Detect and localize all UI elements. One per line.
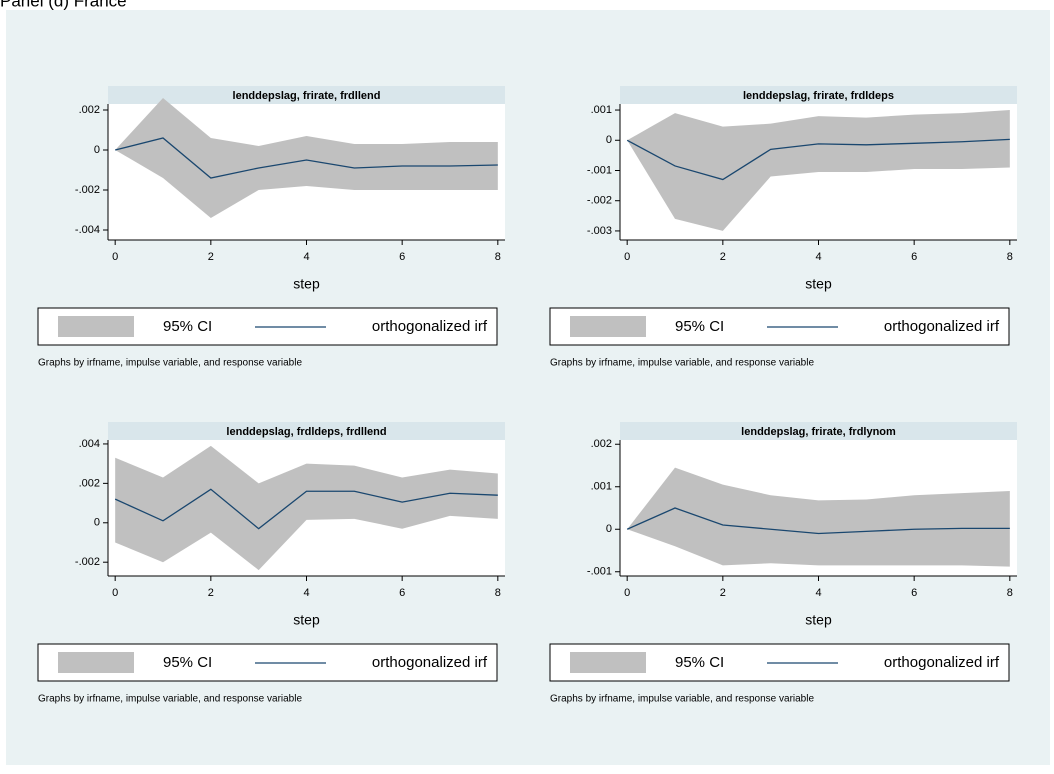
legend-swatch: [58, 652, 134, 673]
irf-line: [114, 488, 498, 530]
y-tick-label: .004: [79, 438, 100, 450]
y-tick-label: 0: [94, 517, 100, 529]
y-tick-label: .002: [79, 104, 100, 116]
irf-line: [626, 138, 1010, 181]
panel-title: lenddepslag, frirate, frdlynom: [741, 426, 896, 438]
panel-title: lenddepslag, frirate, frdllend: [233, 90, 381, 102]
x-tick-label: 0: [624, 251, 630, 263]
x-tick-label: 4: [303, 251, 309, 263]
x-tick-label: 6: [399, 587, 405, 599]
x-tick-label: 8: [495, 587, 501, 599]
x-tick-label: 4: [303, 587, 309, 599]
x-axis-title: step: [805, 276, 832, 292]
note: Graphs by irfname, impulse variable, and…: [550, 358, 814, 369]
legend-swatch: [570, 316, 646, 337]
y-tick-label: .001: [591, 104, 612, 116]
legend-label: 95% CI: [163, 318, 212, 335]
y-tick-label: .001: [591, 481, 612, 493]
y-tick-label: -.004: [75, 224, 100, 236]
irf-line: [626, 507, 1010, 535]
x-axis-title: step: [293, 612, 320, 628]
y-tick-label: -.003: [587, 225, 612, 237]
y-tick-label: .002: [591, 438, 612, 450]
x-tick-label: 6: [911, 251, 917, 263]
y-tick-label: -.002: [75, 556, 100, 568]
irf-line: [115, 137, 498, 179]
y-tick-label: 0: [606, 523, 612, 535]
y-tick-label: -.002: [587, 195, 612, 207]
x-tick-label: 2: [208, 251, 214, 263]
title-band: [108, 86, 505, 104]
note: Graphs by irfname, impulse variable, and…: [38, 694, 302, 705]
ci-band: [115, 98, 498, 218]
legend-label: orthogonalized irf: [884, 318, 1000, 335]
y-tick-label: 0: [606, 134, 612, 146]
x-tick-label: 0: [112, 251, 118, 263]
legend-swatch: [58, 316, 134, 337]
x-tick-label: 8: [1007, 251, 1013, 263]
x-axis-title: step: [293, 276, 320, 292]
ci-band: [627, 110, 1010, 231]
x-tick-label: 0: [624, 587, 630, 599]
x-tick-label: 2: [208, 587, 214, 599]
legend-label: 95% CI: [675, 318, 724, 335]
x-tick-label: 4: [815, 251, 821, 263]
title-band: [620, 422, 1017, 440]
x-tick-label: 2: [720, 251, 726, 263]
ci-band: [115, 445, 498, 571]
legend-swatch: [570, 652, 646, 673]
note: Graphs by irfname, impulse variable, and…: [38, 358, 302, 369]
heading: Panel (d) France: [0, 0, 127, 10]
title-band: [620, 86, 1017, 104]
legend-label: orthogonalized irf: [884, 654, 1000, 671]
y-tick-label: -.002: [75, 184, 100, 196]
y-tick-label: -.001: [587, 164, 612, 176]
title-band: [108, 422, 505, 440]
ci-band: [627, 467, 1010, 567]
x-tick-label: 4: [815, 587, 821, 599]
y-tick-label: -.001: [587, 566, 612, 578]
legend-label: orthogonalized irf: [372, 654, 488, 671]
x-axis-title: step: [805, 612, 832, 628]
x-tick-label: 6: [399, 251, 405, 263]
legend-label: 95% CI: [675, 654, 724, 671]
y-tick-label: .002: [79, 477, 100, 489]
legend-label: orthogonalized irf: [372, 318, 488, 335]
x-tick-label: 8: [1007, 587, 1013, 599]
x-tick-label: 8: [495, 251, 501, 263]
panel-title: lenddepslag, frdldeps, frdllend: [226, 426, 386, 438]
legend-label: 95% CI: [163, 654, 212, 671]
note: Graphs by irfname, impulse variable, and…: [550, 694, 814, 705]
x-tick-label: 2: [720, 587, 726, 599]
panel-title: lenddepslag, frirate, frdldeps: [743, 90, 894, 102]
x-tick-label: 6: [911, 587, 917, 599]
x-tick-label: 0: [112, 587, 118, 599]
y-tick-label: 0: [94, 144, 100, 156]
